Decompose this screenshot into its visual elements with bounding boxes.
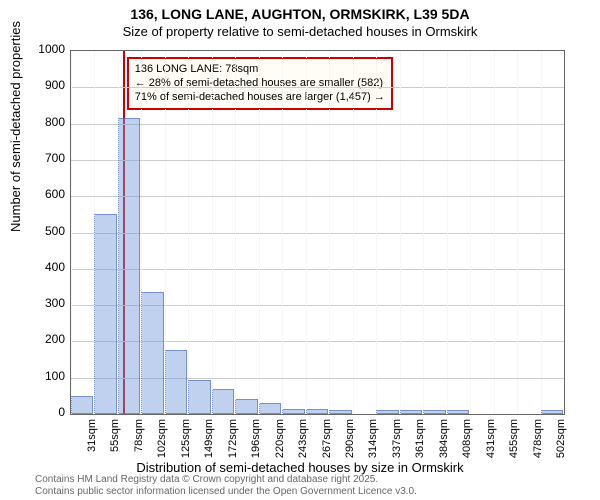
gridline-v xyxy=(353,51,354,414)
x-tick-label: 337sqm xyxy=(391,419,403,479)
x-tick-label: 55sqm xyxy=(109,419,121,479)
gridline-v xyxy=(517,51,518,414)
x-tick-label: 431sqm xyxy=(485,419,497,479)
histogram-bar xyxy=(235,399,257,414)
gridline-v xyxy=(494,51,495,414)
histogram-bar xyxy=(212,389,234,414)
y-tick-label: 1000 xyxy=(5,42,65,56)
gridline-v xyxy=(282,51,283,414)
gridline-v xyxy=(400,51,401,414)
gridline-v xyxy=(376,51,377,414)
y-tick-label: 100 xyxy=(5,369,65,383)
gridline-v xyxy=(71,51,72,414)
x-tick-label: 220sqm xyxy=(274,419,286,479)
x-tick-label: 455sqm xyxy=(508,419,520,479)
histogram-bar xyxy=(118,118,140,414)
x-tick-label: 361sqm xyxy=(414,419,426,479)
histogram-bar xyxy=(71,396,93,414)
gridline-v xyxy=(259,51,260,414)
chart-subtitle: Size of property relative to semi-detach… xyxy=(0,24,600,39)
y-tick-label: 200 xyxy=(5,332,65,346)
x-tick-label: 502sqm xyxy=(555,419,567,479)
y-tick-label: 500 xyxy=(5,224,65,238)
histogram-bar xyxy=(400,410,422,414)
gridline-v xyxy=(235,51,236,414)
gridline-v xyxy=(541,51,542,414)
histogram-bar xyxy=(423,410,445,414)
gridline-v xyxy=(423,51,424,414)
histogram-bar xyxy=(94,214,116,414)
x-tick-label: 384sqm xyxy=(438,419,450,479)
chart-container: { "title": "136, LONG LANE, AUGHTON, ORM… xyxy=(0,0,600,500)
histogram-bar xyxy=(329,410,351,414)
x-tick-label: 78sqm xyxy=(133,419,145,479)
x-tick-label: 149sqm xyxy=(203,419,215,479)
gridline-v xyxy=(141,51,142,414)
gridline-v xyxy=(212,51,213,414)
histogram-bar xyxy=(188,380,210,414)
gridline-v xyxy=(306,51,307,414)
y-tick-label: 0 xyxy=(5,405,65,419)
x-tick-label: 267sqm xyxy=(321,419,333,479)
x-tick-label: 243sqm xyxy=(297,419,309,479)
x-tick-label: 478sqm xyxy=(532,419,544,479)
x-tick-label: 31sqm xyxy=(86,419,98,479)
histogram-bar xyxy=(541,410,563,414)
y-tick-label: 400 xyxy=(5,260,65,274)
x-tick-label: 314sqm xyxy=(367,419,379,479)
gridline-v xyxy=(118,51,119,414)
x-tick-label: 408sqm xyxy=(461,419,473,479)
histogram-bar xyxy=(376,410,398,414)
histogram-bar xyxy=(447,410,469,414)
chart-title: 136, LONG LANE, AUGHTON, ORMSKIRK, L39 5… xyxy=(0,6,600,22)
gridline-v xyxy=(188,51,189,414)
y-tick-label: 600 xyxy=(5,187,65,201)
histogram-bar xyxy=(259,403,281,414)
gridline-v xyxy=(94,51,95,414)
x-tick-label: 125sqm xyxy=(180,419,192,479)
x-tick-label: 102sqm xyxy=(156,419,168,479)
gridline-h xyxy=(71,160,564,161)
y-tick-label: 700 xyxy=(5,151,65,165)
attribution-line-2: Contains public sector information licen… xyxy=(35,486,417,498)
y-tick-label: 800 xyxy=(5,115,65,129)
gridline-v xyxy=(329,51,330,414)
gridline-v xyxy=(165,51,166,414)
gridline-v xyxy=(447,51,448,414)
gridline-h xyxy=(71,269,564,270)
histogram-bar xyxy=(306,409,328,414)
histogram-bar xyxy=(141,292,163,414)
gridline-v xyxy=(470,51,471,414)
x-tick-label: 172sqm xyxy=(227,419,239,479)
y-tick-label: 900 xyxy=(5,78,65,92)
x-tick-label: 196sqm xyxy=(250,419,262,479)
x-tick-label: 290sqm xyxy=(344,419,356,479)
histogram-bar xyxy=(282,409,304,414)
y-tick-label: 300 xyxy=(5,296,65,310)
gridline-h xyxy=(71,196,564,197)
plot-area: 136 LONG LANE: 78sqm ← 28% of semi-detac… xyxy=(70,50,565,415)
histogram-bar xyxy=(165,350,187,414)
gridline-h xyxy=(71,233,564,234)
gridline-h xyxy=(71,87,564,88)
gridline-h xyxy=(71,124,564,125)
